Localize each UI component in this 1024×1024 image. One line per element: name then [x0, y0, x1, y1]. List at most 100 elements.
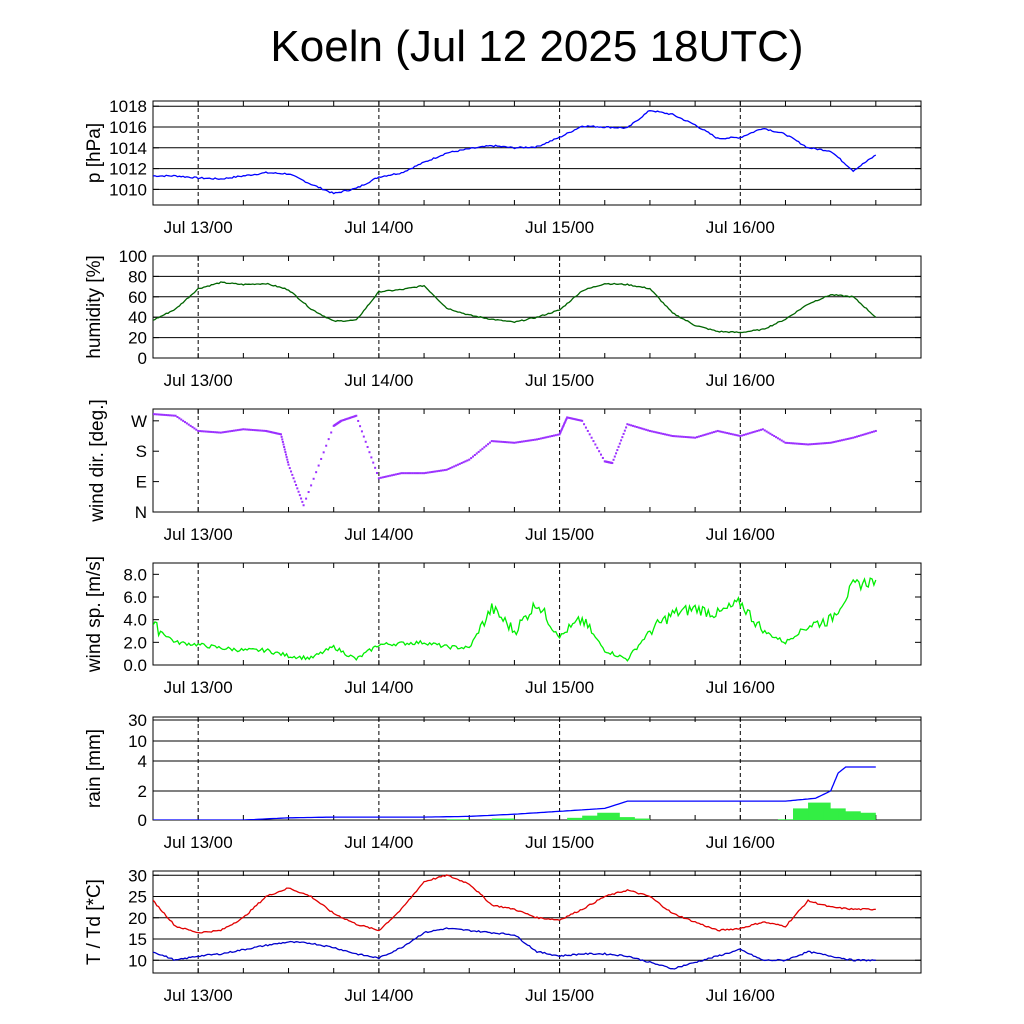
- wind-dir-point: [686, 436, 689, 439]
- x-tick-label: Jul 16/00: [706, 833, 775, 852]
- wind-dir-point: [272, 431, 275, 434]
- wind-dir-point: [210, 430, 213, 433]
- wind-dir-point: [754, 430, 757, 433]
- series-line-1: [153, 577, 877, 662]
- wind-dir-point: [182, 419, 185, 422]
- wind-dir-point: [756, 429, 759, 432]
- wind-dir-point: [449, 467, 452, 470]
- wind-dir-point: [206, 430, 209, 433]
- wind-dir-point: [347, 417, 350, 420]
- wind-dir-point: [795, 442, 798, 445]
- wind-dir-point: [163, 413, 166, 416]
- wind-dir-point: [374, 466, 377, 469]
- wind-dir-point: [305, 497, 308, 500]
- wind-dir-point: [199, 430, 202, 433]
- plot-frame: [152, 870, 922, 974]
- wind-dir-point: [389, 474, 392, 477]
- wind-dir-point: [490, 440, 493, 443]
- wind-dir-point: [396, 473, 399, 476]
- wind-dir-point: [232, 429, 235, 432]
- wind-dir-point: [458, 462, 461, 465]
- x-tick-label: Jul 15/00: [525, 986, 594, 1005]
- wind-dir-point: [456, 463, 459, 466]
- wind-dir-point: [277, 432, 280, 435]
- wind-dir-point: [729, 432, 732, 435]
- rain-bar: [853, 812, 876, 820]
- wind-dir-point: [524, 440, 527, 443]
- wind-dir-point: [500, 440, 503, 443]
- wind-dir-point: [675, 435, 678, 438]
- wind-dir-point: [285, 453, 288, 456]
- wind-dir-point: [515, 441, 518, 444]
- wind-dir-point: [692, 436, 695, 439]
- wind-dir-point: [402, 472, 405, 475]
- wind-dir-point: [248, 428, 250, 431]
- wind-dir-point: [355, 414, 358, 417]
- wind-dir-point: [561, 427, 564, 430]
- wind-dir-point: [588, 433, 591, 436]
- wind-dir-point: [300, 497, 303, 500]
- wind-dir-point: [554, 434, 557, 437]
- x-tick-label: Jul 16/00: [706, 371, 775, 390]
- wind-dir-point: [545, 436, 548, 439]
- wind-dir-point: [219, 431, 222, 434]
- wind-dir-point: [283, 445, 286, 448]
- y-axis-label: T / Td [*C]: [84, 879, 105, 965]
- wind-dir-point: [394, 473, 397, 476]
- y-tick-label: 1014: [109, 139, 147, 158]
- wind-dir-point: [351, 416, 354, 419]
- wind-dir-point: [434, 470, 437, 473]
- plot-area: [153, 110, 877, 195]
- wind-dir-point: [285, 456, 288, 459]
- y-tick-label: 8.0: [123, 565, 147, 584]
- wind-dir-point: [281, 438, 284, 441]
- wind-dir-point: [590, 436, 593, 439]
- wind-dir-point: [362, 435, 365, 438]
- plot-area: [153, 577, 877, 662]
- wind-dir-point: [820, 442, 823, 445]
- x-tick-label: Jul 15/00: [525, 371, 594, 390]
- wind-dir-point: [352, 415, 355, 418]
- wind-dir-point: [534, 438, 537, 441]
- wind-dir-point: [159, 413, 162, 416]
- rain-bar: [823, 808, 846, 820]
- wind-dir-point: [630, 424, 633, 427]
- wind-dir-point: [720, 430, 723, 433]
- wind-dir-point: [231, 429, 234, 432]
- wind-dir-point: [620, 439, 623, 442]
- wind-dir-point: [863, 433, 866, 436]
- wind-dir-point: [733, 433, 736, 436]
- wind-dir-point: [251, 428, 254, 431]
- wind-dir-point: [562, 424, 565, 427]
- wind-dir-point: [273, 431, 276, 434]
- wind-dir-point: [842, 438, 845, 441]
- wind-dir-point: [473, 454, 476, 457]
- wind-dir-point: [560, 429, 563, 432]
- wind-dir-point: [357, 419, 360, 422]
- wind-dir-point: [517, 441, 520, 444]
- wind-dir-point: [682, 435, 685, 438]
- wind-dir-point: [505, 441, 508, 444]
- wind-dir-point: [763, 429, 766, 432]
- wind-dir-point: [191, 426, 194, 429]
- wind-dir-point: [561, 426, 564, 429]
- x-tick-label: Jul 13/00: [164, 678, 233, 697]
- wind-dir-point: [709, 432, 712, 435]
- wind-dir-point: [268, 430, 271, 433]
- wind-dir-point: [492, 440, 495, 443]
- wind-dir-point: [400, 472, 403, 475]
- wind-dir-point: [368, 451, 371, 454]
- wind-dir-point: [773, 435, 776, 438]
- y-axis-label: wind dir. [deg.]: [87, 399, 108, 523]
- wind-dir-point: [170, 414, 173, 417]
- wind-dir-point: [291, 473, 294, 476]
- wind-dir-point: [618, 442, 621, 445]
- y-tick-label: 4.0: [123, 611, 147, 630]
- wind-dir-point: [200, 430, 203, 433]
- rain-bar: [612, 817, 635, 820]
- wind-dir-point: [445, 468, 448, 471]
- wind-dir-point: [559, 430, 562, 433]
- rain-bar: [793, 808, 816, 820]
- panel-1: Jul 13/00 Jul 14/00 Jul 15/00 Jul 16/00 1010…: [84, 97, 922, 237]
- x-tick-label: Jul 13/00: [164, 986, 233, 1005]
